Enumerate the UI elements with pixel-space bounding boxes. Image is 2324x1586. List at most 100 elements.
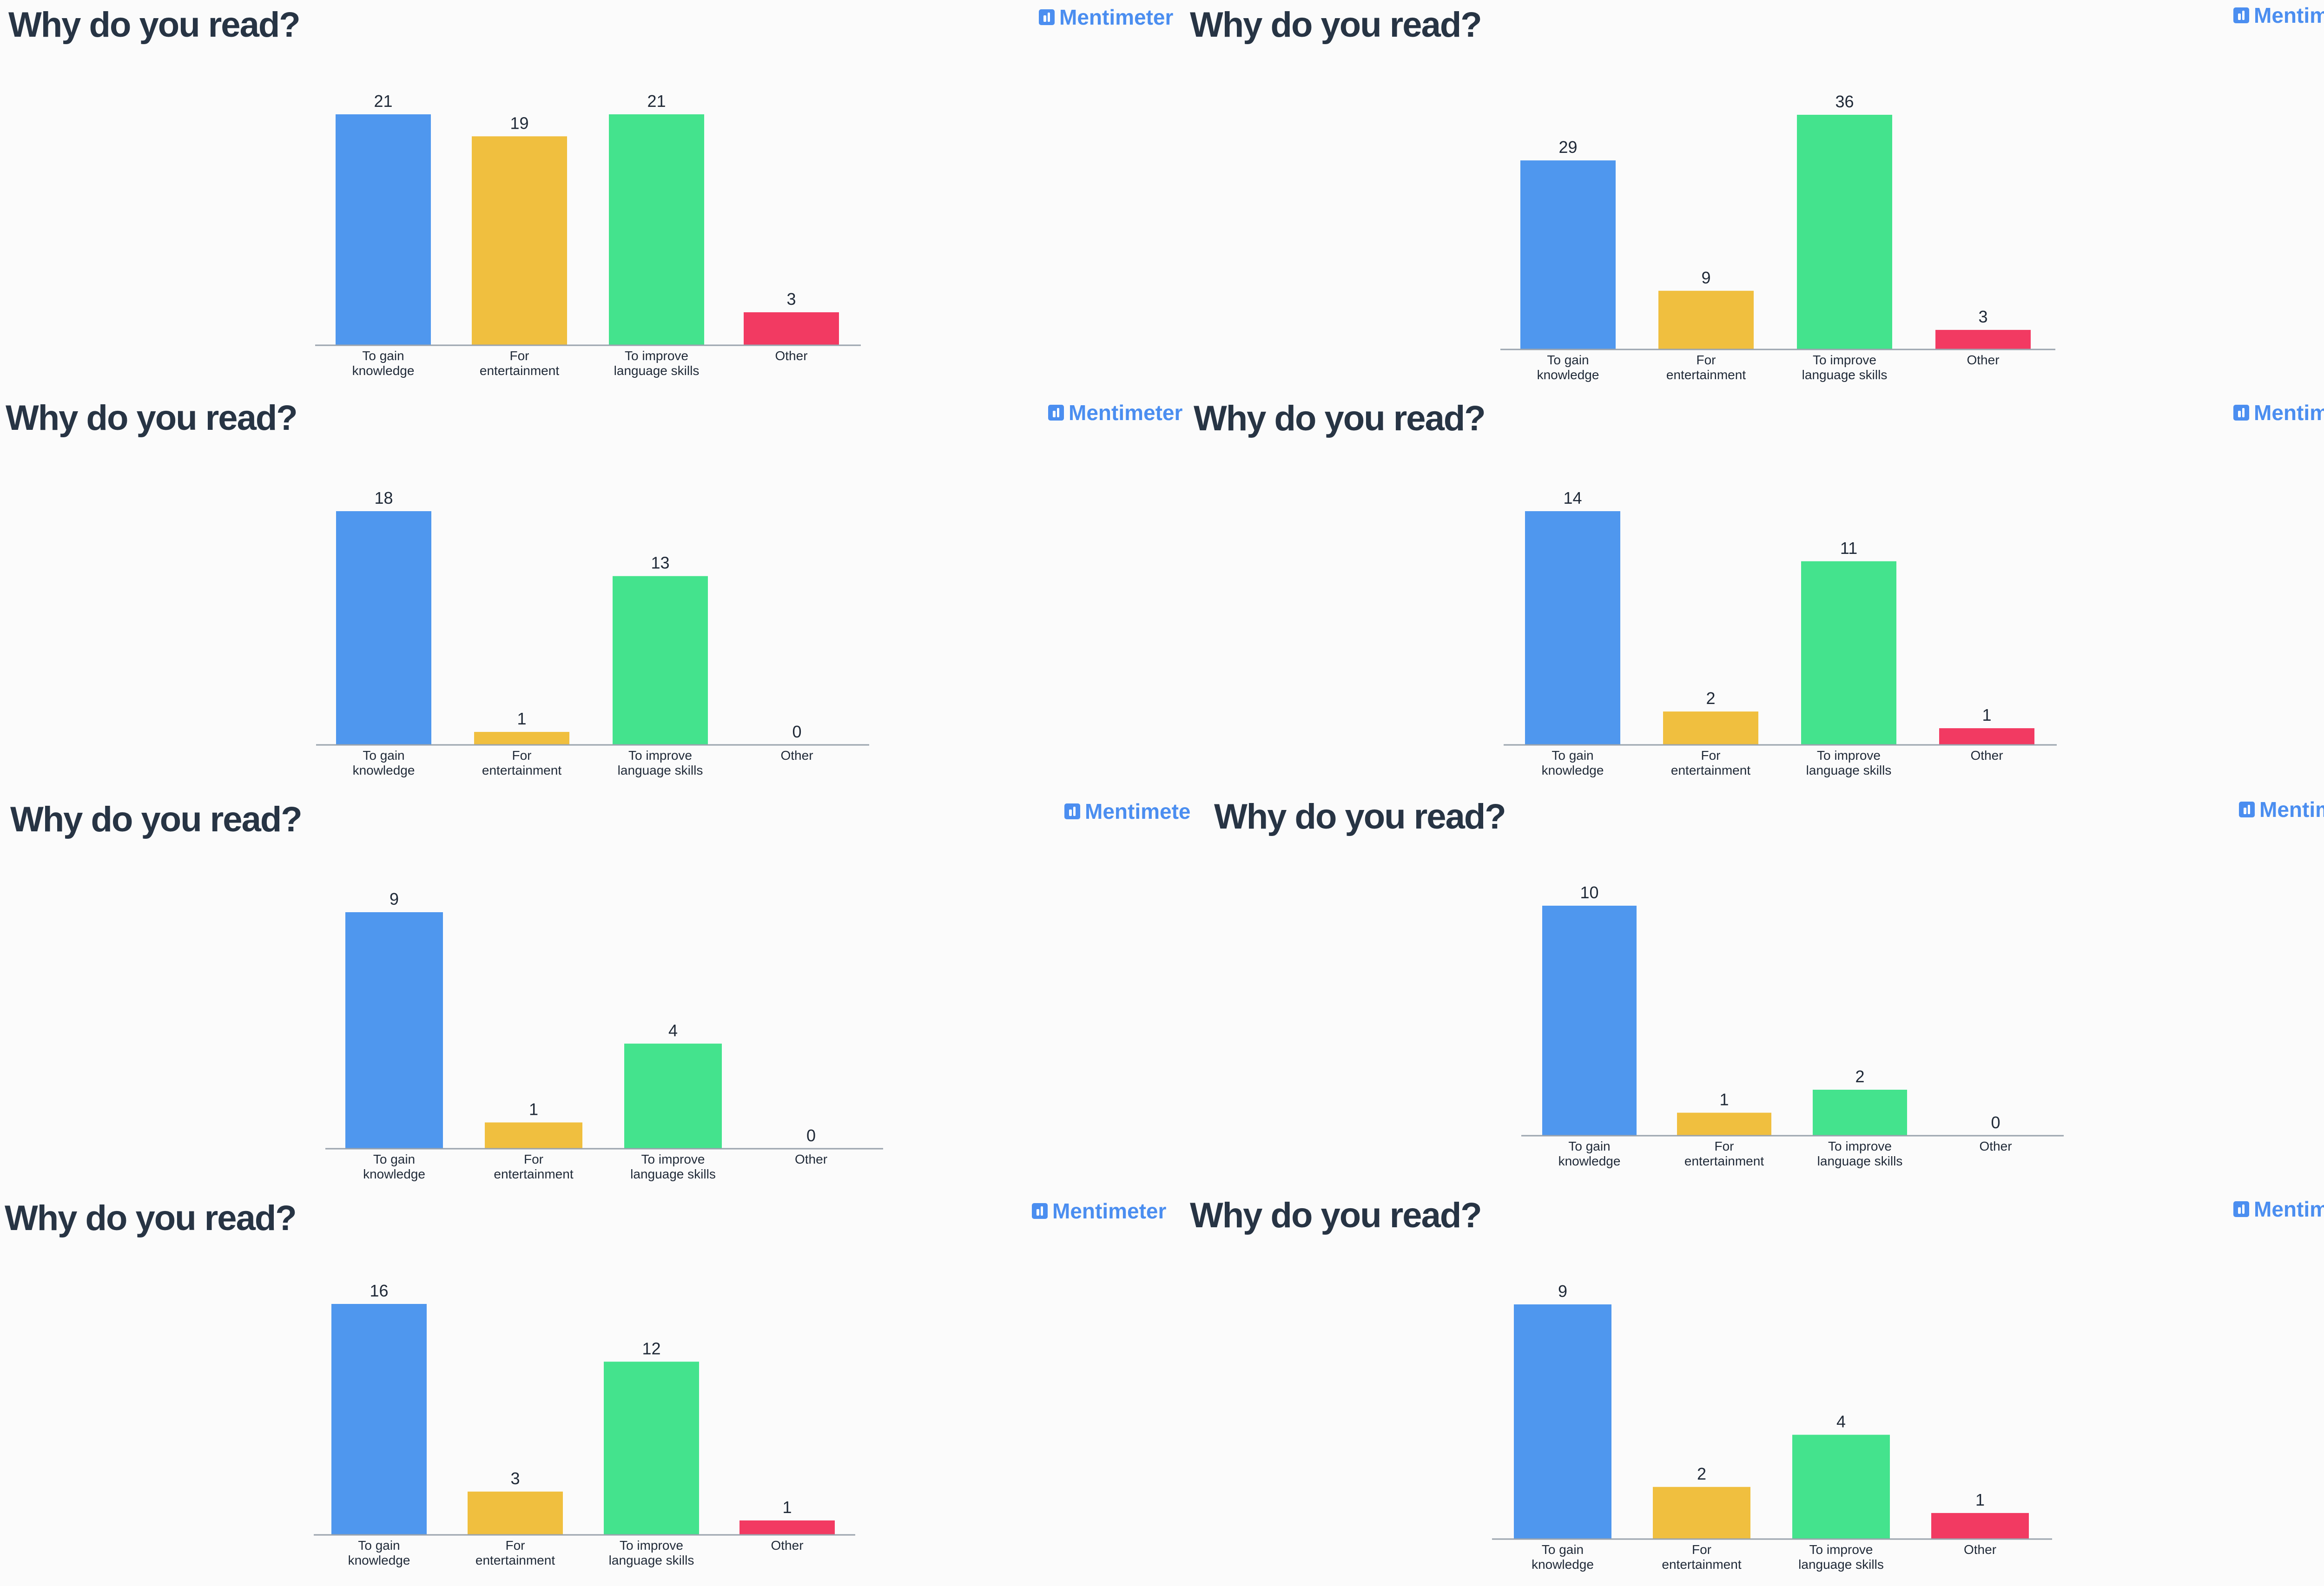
category-label: To gain knowledge xyxy=(1542,748,1604,777)
chart-panel-1: Why do you read? Mentimeter 21 To gain kno… xyxy=(0,0,1190,395)
data-label: 1 xyxy=(1719,1090,1729,1109)
category-label: To gain knowledge xyxy=(348,1538,410,1567)
data-label: 36 xyxy=(1835,92,1854,111)
bar-other xyxy=(1931,1513,2029,1539)
data-label: 16 xyxy=(370,1281,388,1300)
data-label: 2 xyxy=(1697,1464,1706,1483)
bar-to-gain-knowledge xyxy=(1542,906,1637,1136)
mentimeter-icon xyxy=(2239,802,2255,817)
bar-to-gain-knowledge xyxy=(336,114,431,345)
category-label: To improve language skills xyxy=(618,748,703,777)
bar-other xyxy=(1939,728,2034,745)
chart-panel-7: Why do you read? Mentimeter 16 To gain kno… xyxy=(0,1194,1190,1586)
chart-title: Why do you read? xyxy=(5,1198,297,1238)
data-label: 9 xyxy=(390,889,399,908)
category-label: Other xyxy=(775,349,807,363)
bar-chart: 29 To gain knowledge 9 For entertainment 36 To … xyxy=(1500,92,2055,382)
data-label: 11 xyxy=(1840,539,1857,558)
category-label: Other xyxy=(1967,353,1999,367)
category-label: Other xyxy=(1964,1542,1996,1557)
data-label: 2 xyxy=(1855,1067,1864,1086)
data-label: 21 xyxy=(374,92,392,111)
data-label: 3 xyxy=(510,1469,520,1488)
category-label: For entertainment xyxy=(1684,1139,1764,1168)
data-label: 1 xyxy=(529,1099,538,1119)
brand-name: Mentimeter xyxy=(1052,1199,1167,1223)
brand-name: Mentimeter xyxy=(1059,5,1174,29)
category-label: Other xyxy=(780,748,813,763)
mentimeter-brand: Mentimeter xyxy=(2233,402,2324,423)
data-label: 0 xyxy=(806,1126,816,1145)
category-label: For entertainment xyxy=(482,748,561,777)
bar-to-gain-knowledge xyxy=(331,1304,427,1535)
chart-panel-5: Why do you read? Mentimeter 9 To gain know… xyxy=(0,795,1190,1194)
mentimeter-icon xyxy=(1039,9,1055,25)
data-label: 1 xyxy=(1975,1490,1985,1509)
data-label: 1 xyxy=(517,709,526,728)
chart-title: Why do you read? xyxy=(10,800,303,839)
bar-to-improve-language-skills xyxy=(609,114,704,345)
bar-to-improve-language-skills xyxy=(1813,1090,1907,1136)
bar-chart: 18 To gain knowledge 1 For entertainment 13 To … xyxy=(316,488,869,777)
category-label: For entertainment xyxy=(1662,1542,1741,1572)
category-label: To gain knowledge xyxy=(363,1152,425,1181)
brand-name: Mentimeter xyxy=(2259,797,2324,822)
data-label: 4 xyxy=(1836,1412,1846,1431)
category-label: To improve language skills xyxy=(1806,748,1892,777)
bar-to-gain-knowledge xyxy=(1525,511,1620,745)
bar-for-entertainment xyxy=(485,1122,582,1149)
brand-name: Mentimeter xyxy=(1085,799,1190,823)
category-label: To improve language skills xyxy=(614,349,700,378)
bar-other xyxy=(1935,329,2031,349)
chart-panel-8: Why do you read? Mentimeter 9 To gainknow… xyxy=(1190,1194,2324,1586)
category-label: Other xyxy=(795,1152,827,1166)
category-label: To improve language skills xyxy=(630,1152,716,1181)
data-label: 29 xyxy=(1558,138,1577,157)
category-label: To gain knowledge xyxy=(1537,353,1599,382)
mentimeter-icon xyxy=(2233,1201,2249,1217)
category-label: For entertainment xyxy=(494,1152,573,1181)
chart-title: Why do you read? xyxy=(1190,5,1482,45)
bar-to-improve-language-skills xyxy=(613,576,708,745)
data-label: 0 xyxy=(792,722,801,741)
data-label: 3 xyxy=(786,290,796,309)
data-label: 13 xyxy=(651,553,669,573)
category-label: Other xyxy=(1979,1139,2012,1153)
brand-name: Mentimeter xyxy=(2254,401,2324,425)
bar-chart: 21 To gain knowledge 19 For entertainment 21 To… xyxy=(315,92,861,378)
data-label: 18 xyxy=(374,488,393,507)
bar-other xyxy=(739,1520,835,1535)
chart-title: Why do you read? xyxy=(1214,797,1506,836)
mentimeter-icon xyxy=(2233,405,2249,421)
bar-to-gain-knowledge xyxy=(345,912,443,1149)
data-label: 9 xyxy=(1558,1282,1567,1301)
data-label: 0 xyxy=(1991,1113,2000,1132)
brand-name: Mentimeter xyxy=(2254,1197,2324,1221)
mentimeter-brand: Mentimeter xyxy=(1048,402,1182,423)
bar-chart: 10 To gain knowledge 1 For entertainment 2 To i… xyxy=(1521,883,2064,1168)
category-label: Other xyxy=(771,1538,803,1553)
mentimeter-brand: Mentimeter xyxy=(2233,1198,2324,1220)
bar-to-gain-knowledge xyxy=(336,511,431,745)
category-label: Other xyxy=(1970,748,2003,763)
category-label: To improve language skills xyxy=(1817,1139,1903,1168)
bar-for-entertainment xyxy=(1677,1112,1771,1136)
bar-for-entertainment xyxy=(472,136,567,345)
mentimeter-icon xyxy=(1064,803,1080,819)
data-label: 14 xyxy=(1563,488,1582,507)
bar-for-entertainment xyxy=(1663,711,1758,745)
mentimeter-brand: Mentimeter xyxy=(2233,5,2324,26)
data-label: 9 xyxy=(1701,268,1710,287)
category-label: To improve language skills xyxy=(1798,1542,1884,1572)
chart-title: Why do you read? xyxy=(1194,399,1486,438)
data-label: 21 xyxy=(647,92,666,111)
bar-to-improve-language-skills xyxy=(1797,115,1892,349)
bar-to-improve-language-skills xyxy=(624,1043,722,1149)
bar-chart: 9 To gain knowledge 2 For entertainment 4 To im… xyxy=(1492,1282,2052,1572)
data-label: 10 xyxy=(1580,883,1598,902)
chart-title: Why do you read? xyxy=(1190,1196,1482,1235)
category-label: For entertainment xyxy=(475,1538,555,1567)
bar-to-gain-knowledge xyxy=(1514,1304,1611,1539)
data-label: 12 xyxy=(642,1339,660,1358)
